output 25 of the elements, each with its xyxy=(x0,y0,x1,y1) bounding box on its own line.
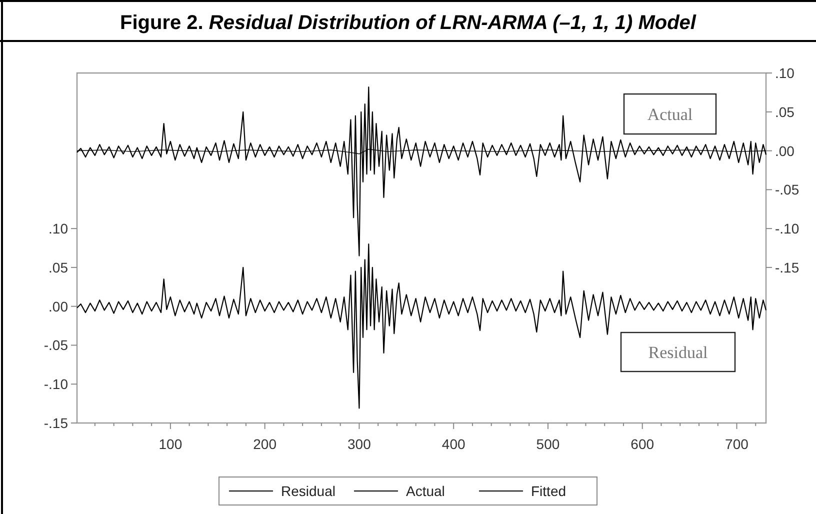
y2-tick-label: .05 xyxy=(775,104,795,120)
y2-tick-label: -.15 xyxy=(775,259,800,276)
y2-tick-label: -.10 xyxy=(775,220,800,237)
annotation: Actual xyxy=(647,105,693,124)
y-tick-label: .00 xyxy=(48,298,68,314)
y2-tick-label: .10 xyxy=(775,65,795,81)
legend-label: Actual xyxy=(406,483,445,499)
legend-label: Fitted xyxy=(531,483,566,499)
x-tick-label: 300 xyxy=(348,436,372,452)
y-tick-label: -.15 xyxy=(44,415,68,431)
y-tick-label: .10 xyxy=(48,220,68,237)
chart-title: Figure 2. Residual Distribution of LRN-ARMA (–1, 1, 1) Model xyxy=(120,12,696,34)
x-tick-label: 700 xyxy=(725,436,749,452)
y-tick-label: .05 xyxy=(48,259,68,276)
y-tick-label: -.05 xyxy=(44,337,68,354)
annotation: Residual xyxy=(648,343,708,362)
x-tick-label: 100 xyxy=(158,436,182,452)
x-tick-label: 500 xyxy=(536,436,560,452)
y2-tick-label: -.05 xyxy=(775,182,800,198)
y2-tick-label: .00 xyxy=(775,142,795,159)
x-tick-label: 600 xyxy=(630,436,654,452)
x-tick-label: 200 xyxy=(253,436,277,452)
y-tick-label: -.10 xyxy=(44,376,68,392)
legend-label: Residual xyxy=(281,483,336,499)
x-tick-label: 400 xyxy=(442,436,466,452)
